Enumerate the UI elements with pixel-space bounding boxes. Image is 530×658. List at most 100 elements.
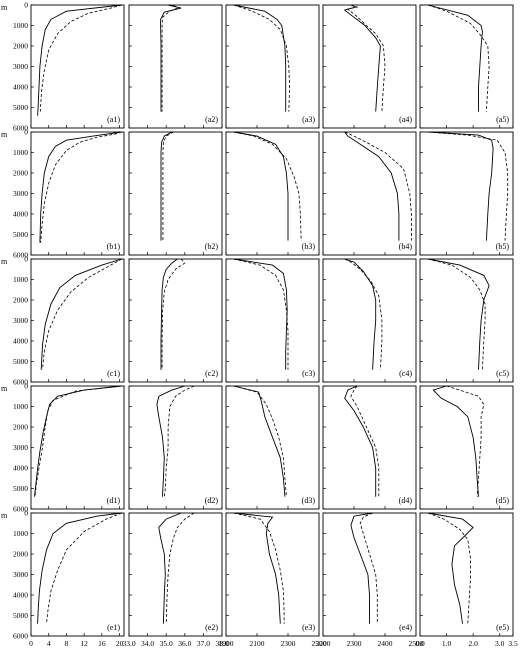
panel-label: (e1) <box>107 623 120 632</box>
x-tick-label: 3.0 <box>495 639 505 648</box>
solid-profile-line <box>427 4 483 112</box>
x-tick-label: 2200 <box>316 639 331 648</box>
dashed-profile-line <box>427 131 509 241</box>
dashed-profile-line <box>233 131 302 241</box>
dashed-profile-line <box>233 4 291 112</box>
dashed-profile-line <box>161 258 186 370</box>
dashed-profile-line <box>359 512 378 624</box>
panel-d5: (d5) <box>419 385 514 510</box>
panel-frame <box>419 385 514 510</box>
depth-unit-label: m <box>1 130 8 139</box>
depth-tick-label: 6000 <box>13 378 28 387</box>
depth-tick-label: 4000 <box>13 337 28 346</box>
depth-tick-label: 5000 <box>13 484 28 493</box>
depth-tick-label: 5000 <box>13 357 28 366</box>
solid-profile-line <box>344 258 377 370</box>
x-tick-label: 0.0 <box>415 639 425 648</box>
panel-frame <box>419 4 514 129</box>
x-tick-label: 2500 <box>312 639 327 648</box>
solid-profile-line <box>34 385 122 497</box>
panel-label: (e4) <box>399 623 412 632</box>
depth-tick-label: 3000 <box>13 189 28 198</box>
panel-frame <box>225 4 320 129</box>
panel-a5: (a5) <box>419 4 514 129</box>
panel-frame <box>225 131 320 256</box>
depth-tick-label: 4000 <box>13 464 28 473</box>
solid-profile-line <box>350 512 373 624</box>
solid-profile-line <box>39 131 122 243</box>
depth-tick-label: 0 <box>24 1 28 10</box>
solid-profile-line <box>427 131 494 241</box>
panel-frame <box>128 258 223 383</box>
panel-a3: (a3) <box>225 4 320 129</box>
dashed-profile-line <box>233 385 287 497</box>
panel-frame <box>30 512 125 637</box>
dashed-profile-line <box>162 131 174 241</box>
x-tick-label: 2500 <box>409 639 424 648</box>
depth-tick-label: 3000 <box>13 570 28 579</box>
panel-b4: (b4) <box>322 131 417 256</box>
solid-profile-line <box>427 258 490 370</box>
dashed-profile-line <box>427 258 486 370</box>
dashed-profile-line <box>233 512 285 624</box>
dashed-profile-line <box>344 131 412 241</box>
dashed-profile-line <box>165 512 195 624</box>
panel-frame <box>419 512 514 637</box>
panel-label: (d5) <box>496 496 510 505</box>
depth-tick-label: 1000 <box>13 402 28 411</box>
dashed-profile-line <box>34 385 122 497</box>
panel-b2: (b2) <box>128 131 223 256</box>
depth-tick-label: 4000 <box>13 83 28 92</box>
solid-profile-line <box>37 512 122 624</box>
depth-tick-label: 0 <box>24 128 28 137</box>
dashed-profile-line <box>46 512 122 624</box>
panel-label: (a1) <box>107 115 120 124</box>
panel-frame <box>30 258 125 383</box>
panel-label: (b2) <box>205 242 219 251</box>
panel-frame <box>30 385 125 510</box>
solid-profile-line <box>156 385 185 497</box>
panel-label: (c4) <box>399 369 412 378</box>
x-tick-label: 1.0 <box>442 639 452 648</box>
panel-d1: 0 1000 2000 3000 4000 5000 6000 m (d1) <box>1 382 125 514</box>
panel-label: (b1) <box>107 242 121 251</box>
panel-e3: 1900 2100 2300 2500 (e3) <box>219 512 327 648</box>
x-tick-label: 3.5 <box>508 639 518 648</box>
x-tick-label: 34.0 <box>141 639 154 648</box>
depth-tick-label: 6000 <box>13 124 28 133</box>
solid-profile-line <box>233 258 288 370</box>
panel-label: (b4) <box>399 242 413 251</box>
depth-tick-label: 3000 <box>13 316 28 325</box>
x-tick-label: 35.0 <box>160 639 173 648</box>
solid-profile-line <box>160 131 173 241</box>
x-tick-label: 37.0 <box>197 639 210 648</box>
depth-tick-label: 5000 <box>13 103 28 112</box>
x-tick-label: 8 <box>65 639 69 648</box>
x-tick-label: 2100 <box>250 639 265 648</box>
depth-tick-label: 5000 <box>13 611 28 620</box>
depth-tick-label: 5000 <box>13 230 28 239</box>
panel-frame <box>419 131 514 256</box>
solid-profile-line <box>432 385 479 497</box>
panel-frame <box>128 131 223 256</box>
x-tick-label: 16 <box>98 639 106 648</box>
panel-label: (d3) <box>302 496 316 505</box>
depth-tick-label: 1000 <box>13 148 28 157</box>
panel-label: (b3) <box>302 242 316 251</box>
depth-tick-label: 0 <box>24 255 28 264</box>
depth-unit-label: m <box>1 257 8 266</box>
panel-label: (e5) <box>496 623 509 632</box>
x-tick-label: 1900 <box>219 639 234 648</box>
solid-profile-line <box>233 512 281 624</box>
panel-frame <box>322 385 417 510</box>
panel-c2: (c2) <box>128 258 223 383</box>
panel-e2: 33.0 34.0 35.0 36.0 37.0 38.0 (e2) <box>122 512 229 648</box>
panel-frame <box>225 512 320 637</box>
dashed-profile-line <box>344 258 383 370</box>
panel-label: (c2) <box>205 369 218 378</box>
panel-label: (d1) <box>107 496 121 505</box>
depth-tick-label: 4000 <box>13 591 28 600</box>
x-tick-label: 2300 <box>281 639 296 648</box>
depth-unit-label: m <box>1 3 8 12</box>
